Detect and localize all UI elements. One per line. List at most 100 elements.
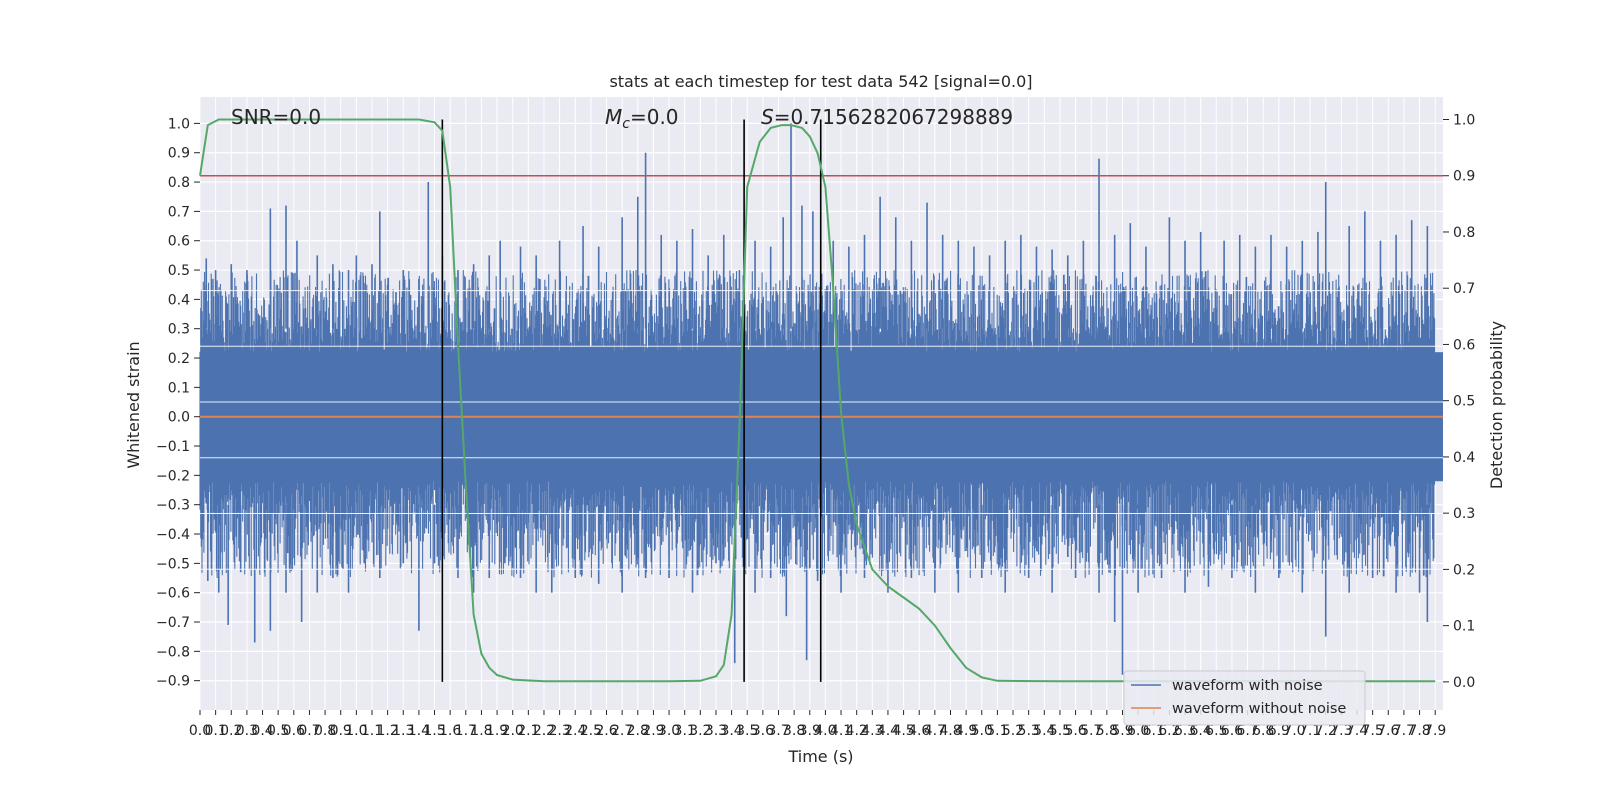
x-tick-label: 7.0 — [1283, 723, 1305, 739]
x-tick-label: 1.3 — [392, 723, 414, 739]
x-tick-label: 6.3 — [1174, 723, 1196, 739]
left-tick-label: −0.5 — [156, 556, 190, 572]
x-tick-label: 6.0 — [1127, 723, 1149, 739]
x-tick-label: 2.5 — [580, 723, 602, 739]
x-tick-label: 3.5 — [736, 723, 758, 739]
x-tick-label: 2.2 — [533, 723, 555, 739]
left-tick-label: −0.3 — [156, 498, 190, 514]
x-tick-label: 3.1 — [674, 723, 696, 739]
x-tick-label: 7.4 — [1346, 723, 1368, 739]
x-tick-label: 3.7 — [767, 723, 789, 739]
left-tick-label: 0.5 — [168, 263, 190, 279]
x-tick-label: 4.8 — [939, 723, 961, 739]
x-tick-label: 0.0 — [189, 723, 211, 739]
x-tick-label: 3.6 — [752, 723, 774, 739]
s-symbol: S — [761, 105, 774, 129]
mc-value: =0.0 — [630, 105, 679, 129]
chart-title: stats at each timestep for test data 542… — [609, 72, 1032, 91]
left-axis: 1.0 0.9 0.8 0.7 0.6 0.5 0.4 0.3 0.2 0.1 0.0 −0.1 −0.… — [156, 116, 200, 690]
y-axis-label-right: Detection probability — [1487, 321, 1506, 489]
right-tick-label: 0.6 — [1453, 337, 1475, 353]
x-tick-label: 0.5 — [267, 723, 289, 739]
x-tick-label: 1.8 — [470, 723, 492, 739]
left-tick-label: 0.1 — [168, 380, 190, 396]
x-tick-label: 4.3 — [861, 723, 883, 739]
snr-annotation: SNR=0.0 — [231, 105, 321, 129]
right-tick-label: 0.3 — [1453, 506, 1475, 522]
x-tick-label: 6.4 — [1190, 723, 1212, 739]
x-tick-label: 7.6 — [1377, 723, 1399, 739]
left-tick-label: −0.9 — [156, 674, 190, 690]
left-tick-label: 0.8 — [168, 175, 190, 191]
x-tick-label: 0.8 — [314, 723, 336, 739]
x-tick-label: 0.2 — [220, 723, 242, 739]
x-tick-label: 0.6 — [283, 723, 305, 739]
x-tick-label: 4.4 — [877, 723, 899, 739]
left-tick-label: −0.6 — [156, 586, 190, 602]
x-tick-label: 7.3 — [1330, 723, 1352, 739]
x-tick-label: 4.1 — [830, 723, 852, 739]
x-tick-label: 0.3 — [236, 723, 258, 739]
left-tick-label: 0.2 — [168, 351, 190, 367]
mc-subscript: c — [622, 116, 630, 132]
x-tick-label: 1.2 — [376, 723, 398, 739]
left-tick-label: 0.9 — [168, 146, 190, 162]
x-tick-label: 4.5 — [892, 723, 914, 739]
x-tick-label: 1.1 — [361, 723, 383, 739]
x-tick-label: 2.0 — [502, 723, 524, 739]
x-tick-label: 4.7 — [924, 723, 946, 739]
x-tick-label: 6.6 — [1221, 723, 1243, 739]
x-tick-label: 0.7 — [298, 723, 320, 739]
right-tick-label: 0.1 — [1453, 619, 1475, 635]
left-tick-label: −0.2 — [156, 468, 190, 484]
left-tick-label: −0.7 — [156, 615, 190, 631]
x-tick-label: 4.0 — [814, 723, 836, 739]
left-tick-label: 0.3 — [168, 322, 190, 338]
left-tick-label: 0.0 — [168, 410, 190, 426]
x-tick-label: 1.5 — [423, 723, 445, 739]
x-tick-label: 5.3 — [1018, 723, 1040, 739]
x-tick-label: 5.2 — [1002, 723, 1024, 739]
x-tick-label: 5.8 — [1096, 723, 1118, 739]
x-tick-label: 6.8 — [1252, 723, 1274, 739]
left-tick-label: 0.7 — [168, 204, 190, 220]
left-tick-label: 0.4 — [168, 292, 190, 308]
x-tick-label: 3.3 — [705, 723, 727, 739]
legend: waveform with noise waveform without noi… — [1123, 670, 1366, 726]
right-axis: 1.0 0.9 0.8 0.7 0.6 0.5 0.4 0.3 0.2 0.1 0.0 — [1443, 112, 1475, 691]
left-tick-label: −0.8 — [156, 644, 190, 660]
right-tick-label: 0.4 — [1453, 450, 1475, 466]
x-tick-label: 0.1 — [205, 723, 227, 739]
x-tick-label: 3.2 — [689, 723, 711, 739]
probability-line — [199, 118, 1436, 683]
x-tick-label: 2.3 — [548, 723, 570, 739]
x-tick-label: 3.9 — [799, 723, 821, 739]
x-tick-label: 2.6 — [595, 723, 617, 739]
right-tick-label: 0.8 — [1453, 225, 1475, 241]
legend-label-clean: waveform without noise — [1172, 701, 1346, 717]
x-tick-label: 2.7 — [611, 723, 633, 739]
x-tick-label: 7.5 — [1362, 723, 1384, 739]
x-axis-label: Time (s) — [787, 747, 853, 766]
x-tick-label: 5.4 — [1033, 723, 1055, 739]
x-tick-label: 3.0 — [658, 723, 680, 739]
x-tick-label: 2.4 — [564, 723, 586, 739]
x-tick-label: 0.4 — [251, 723, 273, 739]
noise-spikes — [205, 123, 1429, 675]
x-tick-label: 6.9 — [1268, 723, 1290, 739]
x-tick-label: 4.9 — [955, 723, 977, 739]
legend-label-noise: waveform with noise — [1172, 678, 1323, 694]
left-tick-label: −0.4 — [156, 527, 190, 543]
x-tick-label: 7.8 — [1408, 723, 1430, 739]
x-tick-label: 1.4 — [408, 723, 430, 739]
x-tick-label: 7.2 — [1315, 723, 1337, 739]
x-tick-label: 1.7 — [455, 723, 477, 739]
x-tick-label: 4.6 — [908, 723, 930, 739]
x-tick-label: 5.5 — [1049, 723, 1071, 739]
right-tick-label: 0.2 — [1453, 562, 1475, 578]
s-value: =0.7156282067298889 — [774, 105, 1013, 129]
x-tick-label: 7.1 — [1299, 723, 1321, 739]
x-tick-label: 5.0 — [971, 723, 993, 739]
right-tick-label: 0.7 — [1453, 281, 1475, 297]
x-tick-label: 4.2 — [846, 723, 868, 739]
